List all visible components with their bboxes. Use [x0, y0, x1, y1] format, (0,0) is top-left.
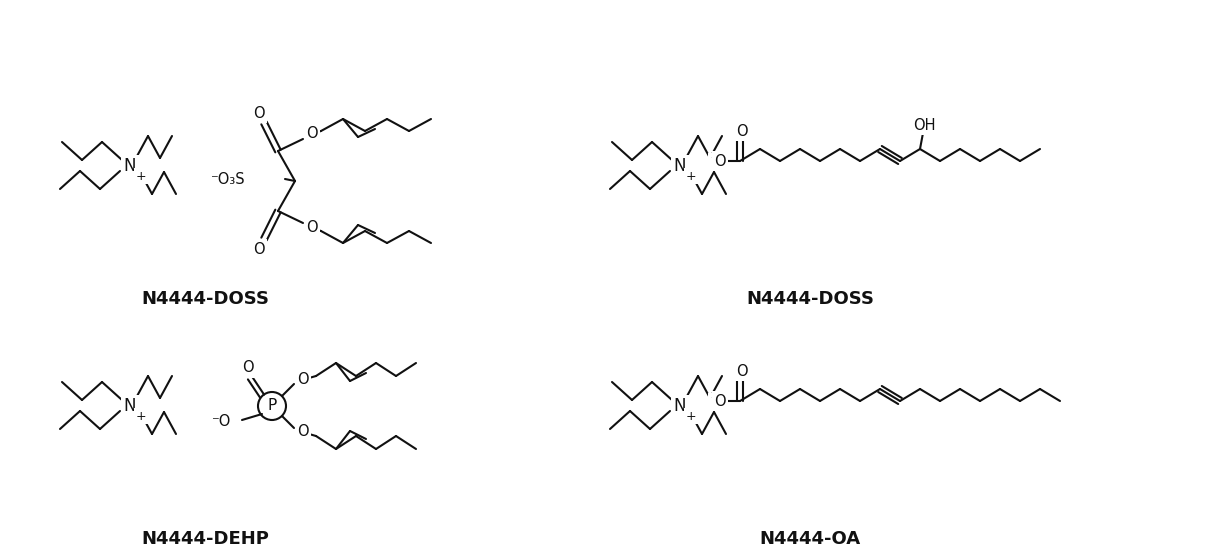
Text: N4444-DOSS: N4444-DOSS: [141, 290, 270, 308]
Text: +: +: [686, 170, 697, 182]
Text: N4444-OA: N4444-OA: [760, 530, 861, 548]
Text: +: +: [136, 170, 147, 182]
Text: O: O: [242, 360, 254, 375]
Text: O: O: [254, 241, 265, 256]
Text: O: O: [736, 364, 748, 379]
Text: N: N: [674, 157, 686, 175]
Text: O: O: [306, 221, 318, 236]
Text: O: O: [306, 127, 318, 141]
Text: N4444-DOSS: N4444-DOSS: [745, 290, 874, 308]
Text: O: O: [714, 153, 726, 168]
Text: +: +: [136, 410, 147, 423]
Text: O: O: [254, 106, 265, 121]
Text: OH: OH: [913, 117, 935, 132]
Text: P: P: [267, 399, 277, 414]
Text: O: O: [297, 424, 308, 439]
Text: +: +: [686, 410, 697, 423]
Text: N4444-DEHP: N4444-DEHP: [141, 530, 270, 548]
Text: N: N: [674, 397, 686, 415]
Text: ⁻O₃S: ⁻O₃S: [210, 171, 245, 186]
Text: ⁻: ⁻: [710, 155, 716, 167]
Text: N: N: [124, 157, 136, 175]
Text: ⁻: ⁻: [710, 395, 716, 408]
Text: O: O: [714, 394, 726, 409]
Text: O: O: [297, 373, 308, 388]
Text: ⁻O: ⁻O: [210, 415, 229, 429]
Text: O: O: [736, 123, 748, 138]
Text: N: N: [124, 397, 136, 415]
